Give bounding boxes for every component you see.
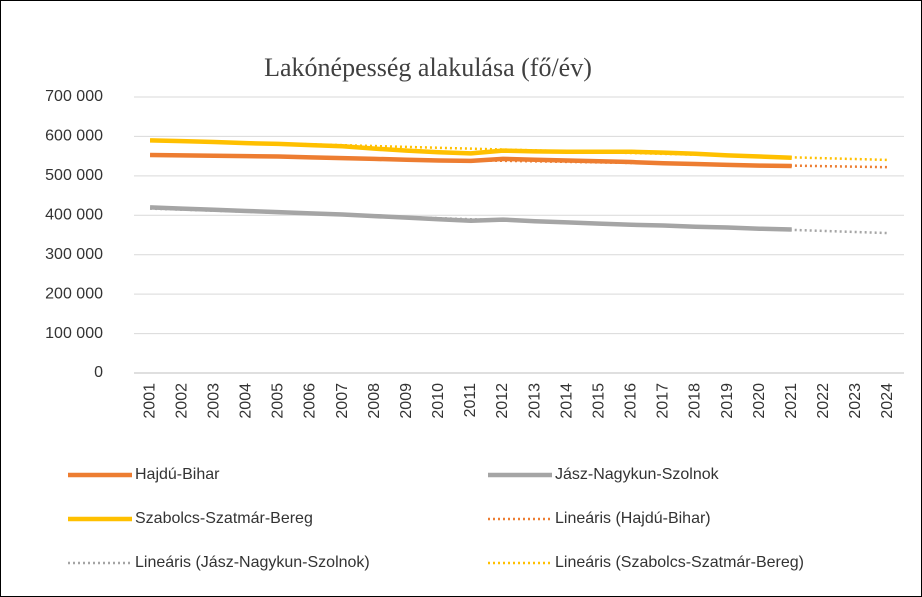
x-tick-label: 2005 (270, 383, 287, 419)
x-tick-label: 2006 (302, 383, 319, 419)
x-tick-label: 2004 (238, 383, 255, 419)
y-tick-label: 400 000 (45, 207, 103, 224)
x-tick-label: 2019 (719, 383, 736, 419)
x-tick-label: 2007 (334, 383, 351, 419)
legend-label: Lineáris (Hajdú-Bihar) (555, 510, 711, 527)
series-line (150, 152, 792, 169)
legend-label: Lineáris (Jász-Nagykun-Szolnok) (135, 554, 370, 571)
legend-label: Lineáris (Szabolcs-Szatmár-Bereg) (555, 554, 804, 571)
x-tick-label: 2014 (558, 383, 575, 419)
x-tick-label: 2015 (590, 383, 607, 419)
y-tick-label: 200 000 (45, 285, 103, 302)
x-tick-label: 2013 (526, 383, 543, 419)
y-tick-label: 700 000 (45, 88, 103, 105)
x-tick-label: 2011 (462, 383, 479, 418)
x-tick-label: 2008 (366, 383, 383, 419)
x-tick-label: 2001 (141, 383, 158, 419)
x-tick-label: 2012 (494, 383, 511, 419)
y-tick-label: 500 000 (45, 167, 103, 184)
x-tick-label: 2024 (879, 383, 896, 419)
x-tick-label: 2022 (815, 383, 832, 419)
legend-label: Szabolcs-Szatmár-Bereg (135, 510, 313, 527)
y-tick-label: 300 000 (45, 246, 103, 263)
x-tick-label: 2021 (783, 383, 800, 419)
x-tick-label: 2010 (430, 383, 447, 419)
y-tick-label: 600 000 (45, 128, 103, 145)
series-line (149, 138, 792, 160)
x-tick-label: 2003 (205, 383, 222, 419)
legend-label: Jász-Nagykun-Szolnok (555, 466, 720, 483)
chart-title: Lakónépesség alakulása (fő/év) (264, 53, 592, 82)
x-tick-label: 2018 (687, 383, 704, 419)
x-tick-label: 2017 (655, 383, 672, 419)
y-tick-label: 0 (94, 364, 103, 381)
series-line (149, 205, 792, 232)
x-tick-label: 2002 (173, 383, 190, 419)
x-tick-label: 2020 (751, 383, 768, 419)
legend-label: Hajdú-Bihar (135, 466, 220, 483)
x-tick-label: 2016 (623, 383, 640, 419)
x-tick-label: 2009 (398, 383, 415, 419)
y-tick-label: 100 000 (45, 325, 103, 342)
x-tick-label: 2023 (847, 383, 864, 419)
